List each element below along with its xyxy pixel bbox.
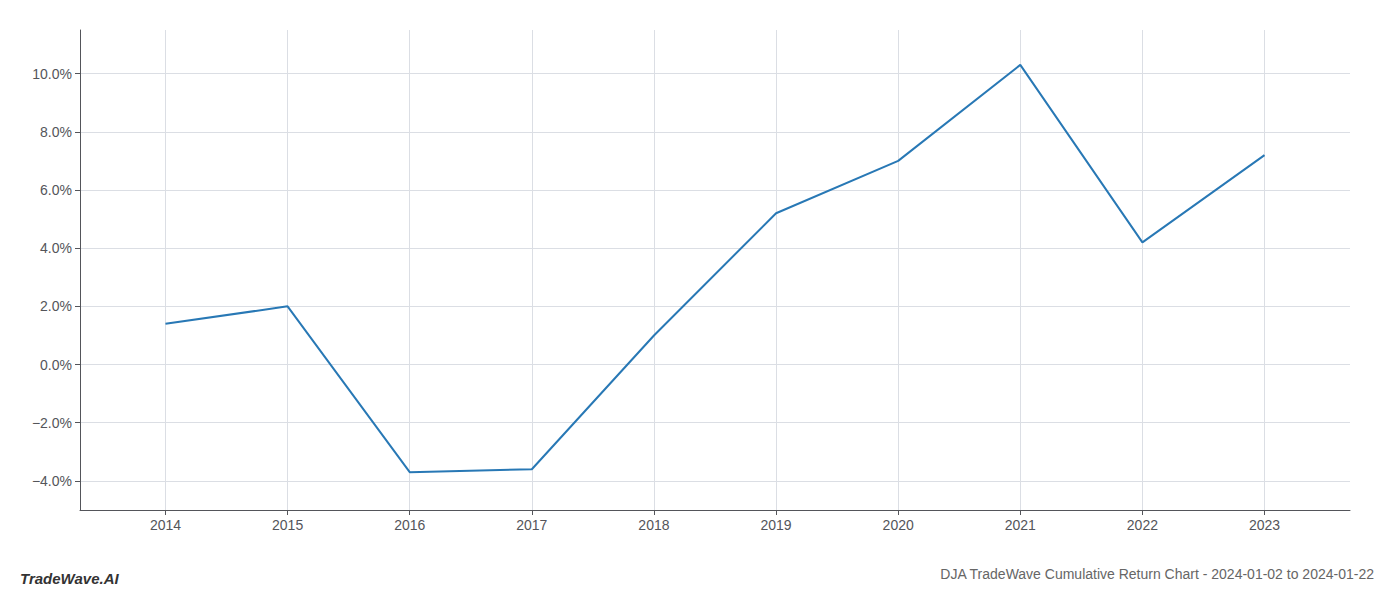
svg-text:2015: 2015 — [272, 517, 303, 533]
svg-text:TradeWave.AI: TradeWave.AI — [20, 570, 119, 587]
svg-text:−4.0%: −4.0% — [32, 473, 72, 489]
svg-text:6.0%: 6.0% — [40, 182, 72, 198]
svg-text:2020: 2020 — [883, 517, 914, 533]
svg-text:2016: 2016 — [394, 517, 425, 533]
svg-text:2023: 2023 — [1249, 517, 1280, 533]
svg-text:2018: 2018 — [638, 517, 669, 533]
svg-text:10.0%: 10.0% — [32, 66, 72, 82]
svg-text:2022: 2022 — [1127, 517, 1158, 533]
svg-text:0.0%: 0.0% — [40, 357, 72, 373]
svg-text:2.0%: 2.0% — [40, 298, 72, 314]
svg-text:−2.0%: −2.0% — [32, 415, 72, 431]
svg-text:8.0%: 8.0% — [40, 124, 72, 140]
svg-text:DJA TradeWave Cumulative Retur: DJA TradeWave Cumulative Return Chart - … — [940, 566, 1374, 582]
svg-text:4.0%: 4.0% — [40, 240, 72, 256]
svg-text:2021: 2021 — [1005, 517, 1036, 533]
svg-text:2014: 2014 — [150, 517, 181, 533]
svg-text:2019: 2019 — [760, 517, 791, 533]
svg-text:2017: 2017 — [516, 517, 547, 533]
